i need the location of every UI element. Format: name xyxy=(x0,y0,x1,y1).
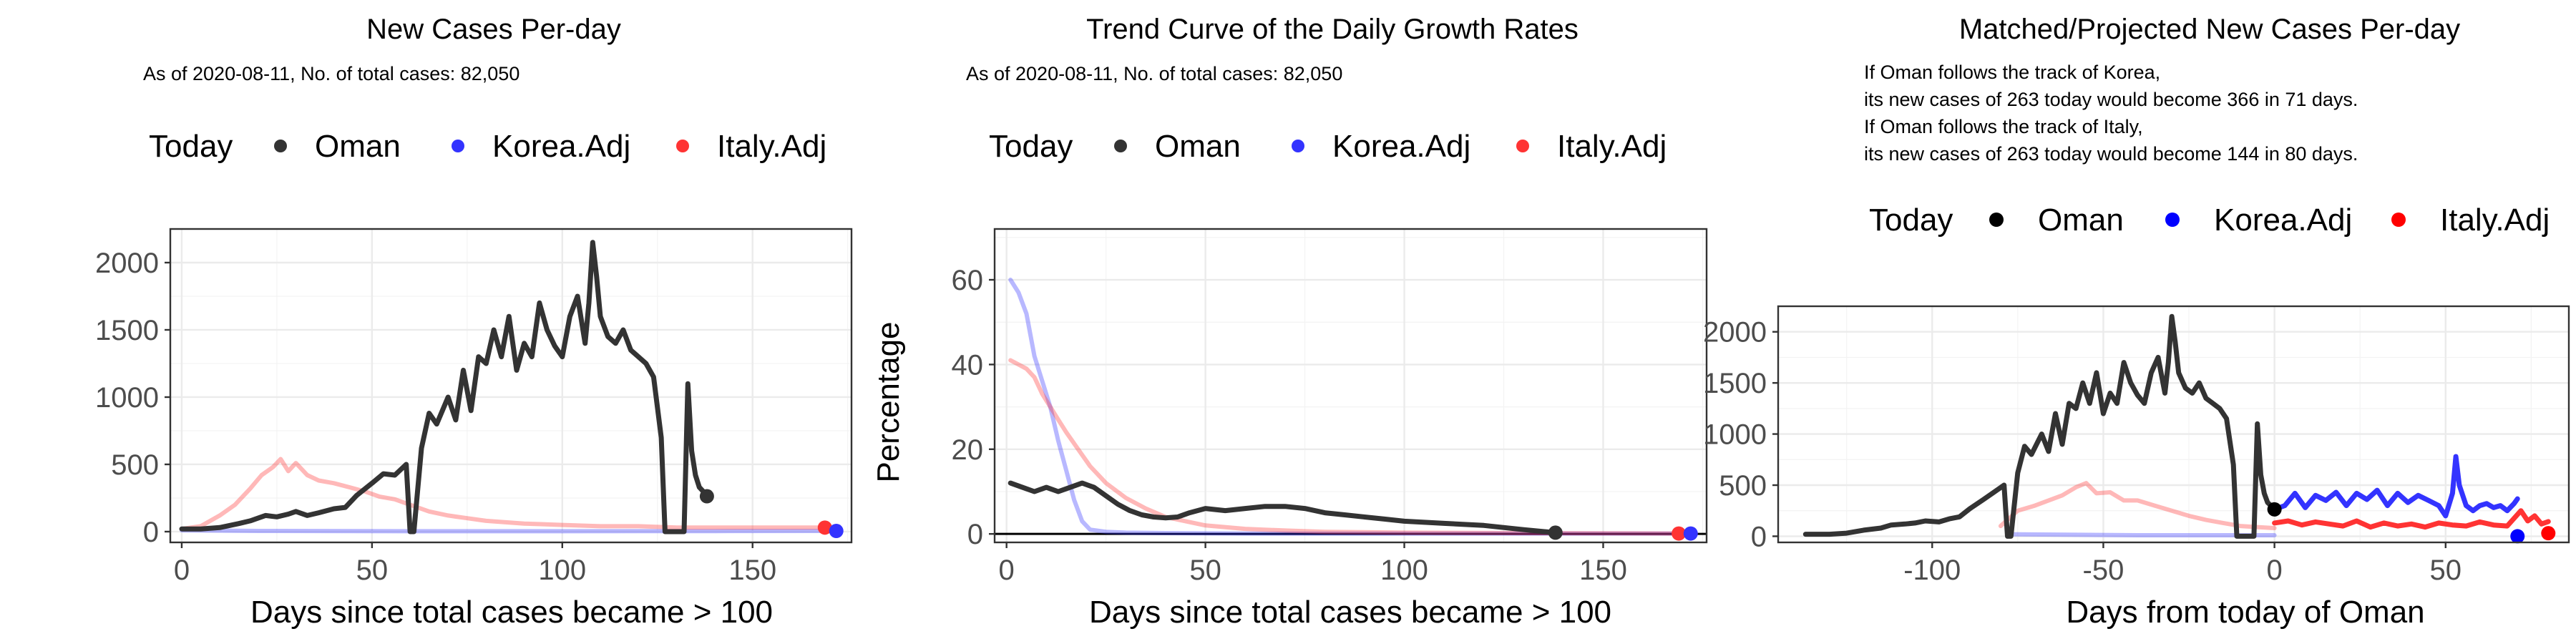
series-korea-faded xyxy=(1008,278,1693,536)
panel-1-title: New Cases Per-day xyxy=(366,14,621,45)
legend-korea-dot xyxy=(452,140,464,152)
series-italy-faded xyxy=(1998,481,2277,530)
x-tick-label: 0 xyxy=(2266,555,2282,586)
legend-oman-label: Oman xyxy=(2038,203,2124,238)
x-tick-label: 0 xyxy=(174,555,190,586)
x-tick-label: 150 xyxy=(1579,555,1627,586)
panel-2-legend: Today Oman Korea.Adj Italy.Adj xyxy=(989,129,1667,164)
y-tick-label: 20 xyxy=(952,434,984,466)
panel-3-title: Matched/Projected New Cases Per-day xyxy=(1959,14,2460,45)
panel-3-subtitle-line-4: its new cases of 263 today would become … xyxy=(1864,143,2358,165)
y-tick-label: 0 xyxy=(1751,521,1767,552)
legend-oman-label: Oman xyxy=(1155,129,1241,164)
y-tick-label: 1500 xyxy=(1703,368,1767,399)
x-tick-label: 100 xyxy=(538,555,586,586)
series-oman-main xyxy=(1802,313,2278,539)
y-tick-label: 0 xyxy=(143,517,159,548)
panel-1-legend: Today Oman Korea.Adj Italy.Adj xyxy=(149,129,826,164)
legend-label: Today xyxy=(989,129,1073,164)
today-point-oman xyxy=(699,489,714,504)
legend-korea-label: Korea.Adj xyxy=(492,129,630,164)
legend-italy-label: Italy.Adj xyxy=(717,129,826,164)
x-tick-label: -50 xyxy=(2083,555,2124,586)
panel-1-xlabel: Days since total cases became > 100 xyxy=(250,595,773,630)
today-point-italy xyxy=(2541,526,2556,541)
panel-2-ylabel: Percentage xyxy=(871,321,906,482)
legend-korea-dot xyxy=(1292,140,1304,152)
x-tick-label: 50 xyxy=(356,555,389,586)
series-korea-faded xyxy=(180,528,839,534)
series-italy-projected xyxy=(2272,508,2551,530)
panel-3-subtitle-line-3: If Oman follows the track of Italy, xyxy=(1864,116,2143,137)
today-point-korea xyxy=(829,524,844,539)
legend-italy-dot xyxy=(2391,213,2406,227)
y-tick-label: 40 xyxy=(952,349,984,381)
series-oman-main xyxy=(179,240,710,535)
y-tick-label: 60 xyxy=(952,265,984,296)
series-italy-faded xyxy=(1008,358,1682,536)
series-korea-projected xyxy=(2272,454,2520,519)
panel-2: Trend Curve of the Daily Growth Rates As… xyxy=(871,14,1667,630)
legend-italy-dot xyxy=(1516,140,1529,152)
y-tick-label: 1000 xyxy=(1703,419,1767,451)
legend-korea-label: Korea.Adj xyxy=(1332,129,1470,164)
panel-border xyxy=(1777,305,2570,544)
panel-2-title: Trend Curve of the Daily Growth Rates xyxy=(1086,14,1579,45)
y-tick-label: 1000 xyxy=(95,382,159,414)
x-tick-label: 50 xyxy=(1189,555,1221,586)
panel-3-subtitle-line-1: If Oman follows the track of Korea, xyxy=(1864,62,2160,83)
y-tick-label: 500 xyxy=(111,449,159,481)
legend-label: Today xyxy=(1869,203,1953,238)
today-point-oman xyxy=(2267,502,2282,517)
panel-3-subtitle-line-2: its new cases of 263 today would become … xyxy=(1864,89,2358,110)
panel-border xyxy=(993,228,1708,544)
panel-3-xlabel: Days from today of Oman xyxy=(2066,595,2424,630)
x-tick-label: 150 xyxy=(728,555,776,586)
y-tick-label: 0 xyxy=(967,519,983,550)
y-tick-label: 500 xyxy=(1719,470,1767,502)
x-tick-label: 0 xyxy=(999,555,1015,586)
panel-3: Matched/Projected New Cases Per-day If O… xyxy=(1864,14,2550,630)
legend-oman-label: Oman xyxy=(315,129,401,164)
today-point-oman xyxy=(1548,525,1563,540)
x-tick-label: -100 xyxy=(1903,555,1961,586)
x-tick-label: 100 xyxy=(1380,555,1428,586)
legend-italy-label: Italy.Adj xyxy=(1557,129,1667,164)
y-tick-label: 2000 xyxy=(95,248,159,279)
legend-korea-dot xyxy=(2165,213,2180,227)
legend-korea-label: Korea.Adj xyxy=(2214,203,2352,238)
legend-oman-dot xyxy=(1989,213,2004,227)
series-italy-faded xyxy=(180,457,831,532)
legend-italy-dot xyxy=(676,140,689,152)
today-point-korea xyxy=(1683,526,1698,541)
legend-oman-dot xyxy=(1114,140,1127,152)
today-point-italy xyxy=(817,520,832,535)
panel-1-subtitle: As of 2020-08-11, No. of total cases: 82… xyxy=(143,63,519,84)
x-tick-label: 50 xyxy=(2430,555,2462,586)
panel-2-xlabel: Days since total cases became > 100 xyxy=(1089,595,1611,630)
panel-3-legend: Today Oman Korea.Adj Italy.Adj xyxy=(1869,203,2550,238)
today-point-korea xyxy=(2510,529,2525,544)
panel-1: New Cases Per-day As of 2020-08-11, No. … xyxy=(143,14,826,630)
legend-italy-label: Italy.Adj xyxy=(2440,203,2550,238)
legend-oman-dot xyxy=(274,140,287,152)
series-oman-main xyxy=(1008,480,1558,535)
panel-2-subtitle: As of 2020-08-11, No. of total cases: 82… xyxy=(966,63,1342,84)
panel-border xyxy=(169,228,853,544)
y-tick-label: 2000 xyxy=(1703,317,1767,348)
y-tick-label: 1500 xyxy=(95,315,159,346)
plot-panel-2: 0 50 100 150 0 20 40 60 xyxy=(952,228,1708,586)
legend-label: Today xyxy=(149,129,233,164)
today-point-italy xyxy=(1672,526,1687,541)
